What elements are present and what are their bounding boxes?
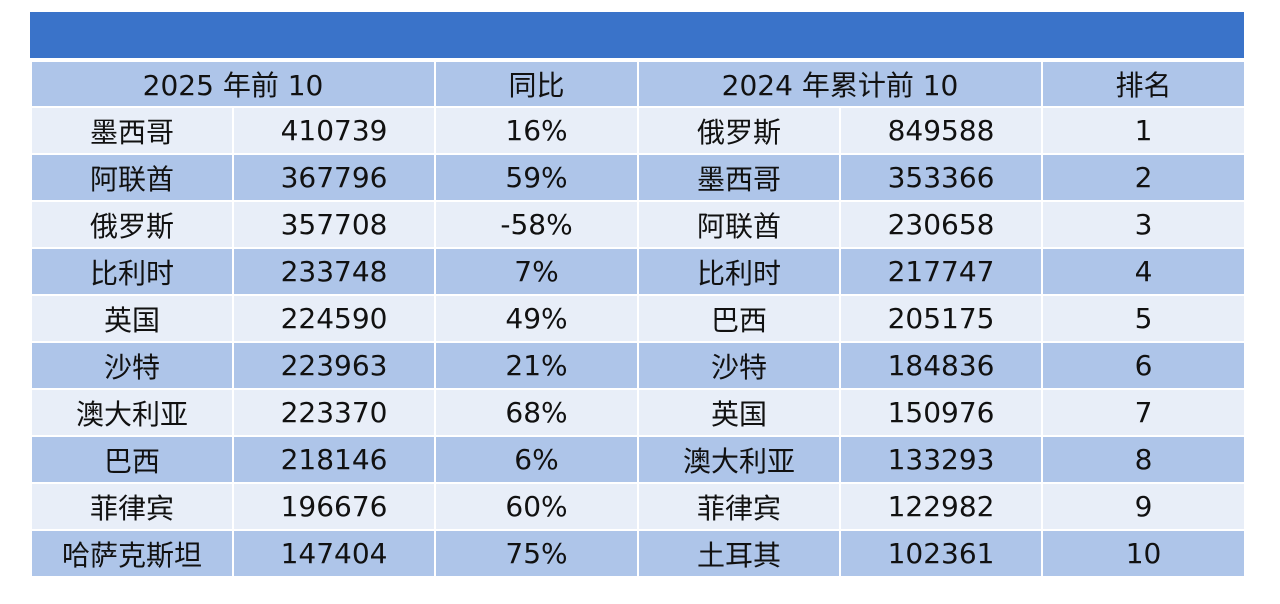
table-row: 沙特 223963 21% 沙特 184836 6 [30, 341, 1247, 390]
country-2024-cell: 俄罗斯 [637, 106, 842, 155]
yoy-cell: 75% [434, 529, 640, 578]
header-row: 2025 年前 10 同比 2024 年累计前 10 排名 [29, 60, 1247, 108]
value-2025-cell: 357708 [231, 200, 437, 249]
rank-cell: 2 [1041, 153, 1247, 202]
table-row: 俄罗斯 357708 -58% 阿联酋 230658 3 [30, 200, 1247, 249]
value-2025-cell: 223370 [231, 388, 437, 437]
rank-cell: 9 [1041, 482, 1247, 531]
value-2025-cell: 218146 [231, 435, 437, 484]
country-2024-cell: 英国 [637, 388, 842, 437]
header-yoy: 同比 [434, 60, 640, 108]
value-2025-cell: 233748 [231, 247, 437, 296]
yoy-cell: 68% [434, 388, 640, 437]
country-2024-cell: 沙特 [637, 341, 842, 390]
country-2024-cell: 菲律宾 [637, 482, 842, 531]
title-bar [30, 12, 1244, 58]
table-row: 墨西哥 410739 16% 俄罗斯 849588 1 [30, 106, 1247, 155]
table-row: 比利时 233748 7% 比利时 217747 4 [30, 247, 1247, 296]
yoy-cell: 7% [434, 247, 640, 296]
yoy-cell: 16% [434, 106, 640, 155]
header-rank: 排名 [1041, 60, 1247, 108]
value-2025-cell: 367796 [231, 153, 437, 202]
value-2024-cell: 353366 [839, 153, 1044, 202]
ranking-table: 2025 年前 10 同比 2024 年累计前 10 排名 墨西哥 410739 1… [29, 60, 1247, 578]
value-2025-cell: 223963 [231, 341, 437, 390]
table-row: 菲律宾 196676 60% 菲律宾 122982 9 [30, 482, 1247, 531]
table-row: 阿联酋 367796 59% 墨西哥 353366 2 [30, 153, 1247, 202]
yoy-cell: 59% [434, 153, 640, 202]
value-2025-cell: 224590 [231, 294, 437, 343]
value-2024-cell: 205175 [839, 294, 1044, 343]
country-2025-cell: 俄罗斯 [30, 200, 234, 249]
rank-cell: 7 [1041, 388, 1247, 437]
value-2025-cell: 147404 [231, 529, 437, 578]
country-2025-cell: 哈萨克斯坦 [30, 529, 234, 578]
rank-cell: 6 [1041, 341, 1247, 390]
country-2025-cell: 阿联酋 [30, 153, 234, 202]
yoy-cell: 49% [434, 294, 640, 343]
country-2024-cell: 阿联酋 [637, 200, 842, 249]
yoy-cell: 21% [434, 341, 640, 390]
yoy-cell: 6% [434, 435, 640, 484]
value-2024-cell: 122982 [839, 482, 1044, 531]
country-2024-cell: 比利时 [637, 247, 842, 296]
table-row: 巴西 218146 6% 澳大利亚 133293 8 [30, 435, 1247, 484]
country-2024-cell: 土耳其 [637, 529, 842, 578]
country-2025-cell: 墨西哥 [30, 106, 234, 155]
rank-cell: 5 [1041, 294, 1247, 343]
country-2025-cell: 英国 [30, 294, 234, 343]
country-2024-cell: 墨西哥 [637, 153, 842, 202]
value-2024-cell: 184836 [839, 341, 1044, 390]
rank-cell: 8 [1041, 435, 1247, 484]
rank-cell: 10 [1041, 529, 1247, 578]
value-2024-cell: 150976 [839, 388, 1044, 437]
country-2025-cell: 沙特 [30, 341, 234, 390]
value-2025-cell: 410739 [231, 106, 437, 155]
value-2024-cell: 217747 [839, 247, 1044, 296]
table-row: 澳大利亚 223370 68% 英国 150976 7 [30, 388, 1247, 437]
country-2025-cell: 比利时 [30, 247, 234, 296]
country-2024-cell: 巴西 [637, 294, 842, 343]
country-2025-cell: 菲律宾 [30, 482, 234, 531]
yoy-cell: 60% [434, 482, 640, 531]
rank-cell: 3 [1041, 200, 1247, 249]
table-row: 英国 224590 49% 巴西 205175 5 [30, 294, 1247, 343]
yoy-cell: -58% [434, 200, 640, 249]
value-2025-cell: 196676 [231, 482, 437, 531]
country-2025-cell: 澳大利亚 [30, 388, 234, 437]
value-2024-cell: 230658 [839, 200, 1044, 249]
header-2025-top10: 2025 年前 10 [29, 60, 437, 108]
value-2024-cell: 849588 [839, 106, 1044, 155]
table-row: 哈萨克斯坦 147404 75% 土耳其 102361 10 [30, 529, 1247, 578]
header-2024-cumulative-top10: 2024 年累计前 10 [637, 60, 1044, 108]
rank-cell: 1 [1041, 106, 1247, 155]
country-2025-cell: 巴西 [30, 435, 234, 484]
country-2024-cell: 澳大利亚 [637, 435, 842, 484]
rank-cell: 4 [1041, 247, 1247, 296]
value-2024-cell: 102361 [839, 529, 1044, 578]
value-2024-cell: 133293 [839, 435, 1044, 484]
